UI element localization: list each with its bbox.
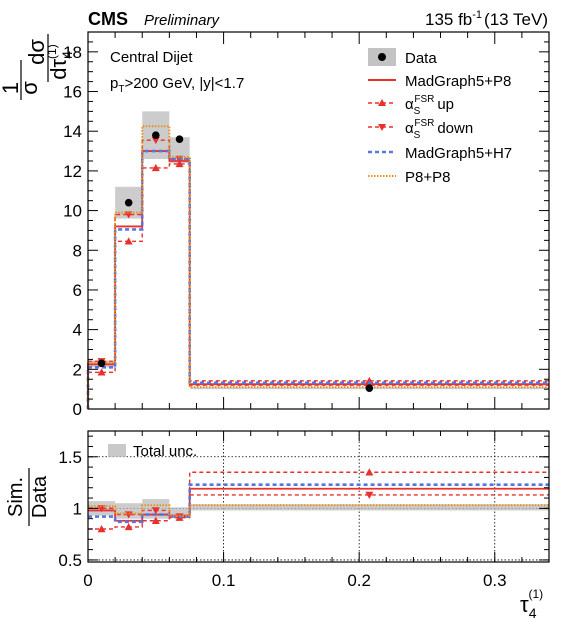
legend-fsr-up-marker [378, 99, 386, 106]
preliminary-label: Preliminary [144, 12, 221, 29]
main-plot-panel: 0 2 4 6 8 10 12 14 16 18 [63, 31, 550, 419]
data-point [175, 135, 184, 143]
fsr-up-marker [175, 159, 184, 168]
main-y-tick-label: 8 [73, 241, 82, 260]
legend-p8p8-label: P8+P8 [405, 169, 450, 186]
madgraph-p8-histogram [88, 150, 549, 386]
main-y-tick-label: 6 [73, 281, 82, 300]
fsr-up-marker [151, 163, 160, 172]
fsr-up-ratio [88, 471, 549, 530]
fsr-up-ratio-marker [97, 524, 106, 533]
cms-label: CMS [88, 9, 128, 29]
fsr-down-marker [151, 136, 160, 145]
data-point [365, 384, 374, 392]
p8p8-ratio [88, 504, 549, 517]
x-tick-label: 0.1 [212, 571, 236, 590]
main-y-axis-label: 1 σ dσ dτ4(1) [0, 34, 75, 100]
fsr-down-ratio-marker [365, 491, 374, 499]
legend: Data MadGraph5+P8 αSFSR up αSFSR down MadG… [368, 48, 512, 186]
legend-data-label: Data [405, 50, 437, 67]
madgraph-h7-ratio [88, 483, 549, 524]
ratio-uncertainty-box [115, 503, 143, 519]
data-point [124, 198, 133, 207]
data-point [97, 359, 106, 368]
main-y-tick-label: 10 [63, 202, 82, 221]
main-y-tick-label: 14 [63, 122, 82, 141]
legend-total-unc-label: Total unc. [133, 443, 197, 460]
madgraph-h7-histogram [88, 149, 549, 385]
x-tick-label: 0 [83, 571, 92, 590]
fsr-up-marker [97, 368, 106, 376]
legend-fsr-down-label: αSFSR down [405, 118, 473, 141]
legend-fsr-up-label: αSFSR up [405, 94, 454, 117]
ratio-y-tick-label: 1.5 [58, 448, 82, 467]
x-tick-label: 0.3 [483, 571, 507, 590]
ratio-y-tick-label: 1 [73, 499, 82, 518]
svg-text:Sim.: Sim. [5, 477, 27, 517]
svg-text:dτ4(1): dτ4(1) [45, 44, 75, 79]
ratio-y-tick-label: 0.5 [58, 551, 82, 570]
fsr-down-histogram [88, 139, 549, 386]
fsr-up-histogram [88, 163, 549, 382]
ratio-uncertainty-box [189, 504, 550, 511]
p8p8-histogram [88, 125, 549, 389]
ratio-plot-panel: 0.5 1 1.5 0 0.1 0.2 0.3 [58, 430, 550, 590]
legend-madgraph-p8-label: MadGraph5+P8 [405, 73, 511, 90]
kinematic-cut-label: pT>200 GeV, |y|<1.7 [110, 75, 244, 95]
legend-total-unc-swatch [108, 444, 126, 457]
x-tick-label: 0.2 [347, 571, 371, 590]
main-y-tick-label: 0 [73, 400, 82, 419]
fsr-down-ratio-marker [151, 507, 160, 515]
svg-text:Data: Data [29, 475, 51, 518]
ratio-y-axis-label: Sim. Data [5, 468, 51, 526]
main-y-tick-label: 12 [63, 162, 82, 181]
region-label: Central Dijet [110, 49, 193, 66]
data-point [151, 131, 160, 139]
legend-fsr-down-marker [378, 124, 386, 131]
legend-data-marker [378, 53, 386, 61]
svg-text:1: 1 [0, 82, 23, 94]
svg-text:σ: σ [17, 81, 42, 95]
main-y-tick-label: 4 [73, 321, 82, 340]
fsr-up-ratio-marker [151, 516, 160, 524]
fsr-up-ratio-marker [124, 522, 133, 531]
ratio-plot-frame [87, 430, 550, 563]
lumi-label: 135 fb-1 (13 TeV) [425, 9, 548, 29]
main-y-tick-label: 2 [73, 360, 82, 379]
fsr-up-marker [124, 237, 133, 245]
x-axis-label: τ4(1) [520, 587, 543, 621]
legend-madgraph-h7-label: MadGraph5+H7 [405, 145, 512, 162]
main-y-tick-label: 18 [63, 43, 82, 62]
ratio-uncertainty-box [169, 507, 190, 517]
svg-text:dσ: dσ [24, 39, 49, 65]
fsr-up-ratio-marker [365, 468, 374, 476]
main-y-tick-label: 16 [63, 83, 82, 102]
